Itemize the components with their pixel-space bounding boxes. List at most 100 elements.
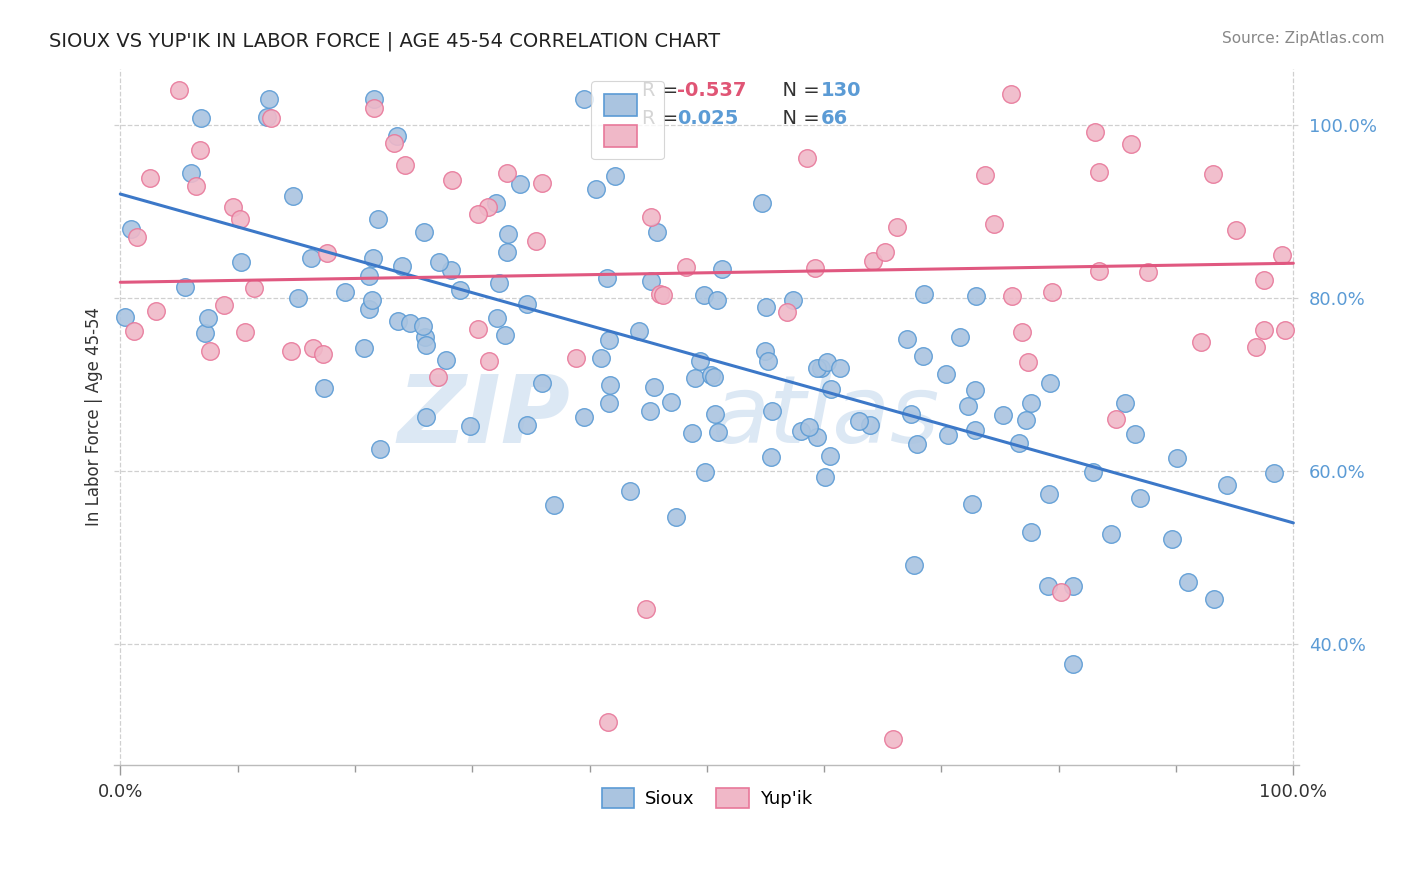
- Point: [233, 325, 256, 339]
- Point: [385, 129, 408, 144]
- Point: [478, 354, 501, 368]
- Point: [1137, 265, 1160, 279]
- Point: [761, 450, 783, 464]
- Point: [194, 326, 217, 340]
- Point: [703, 370, 725, 384]
- Point: [441, 173, 464, 187]
- Point: [415, 338, 437, 352]
- Point: [648, 286, 671, 301]
- Point: [1114, 396, 1136, 410]
- Point: [818, 449, 841, 463]
- Point: [516, 417, 538, 432]
- Point: [387, 314, 409, 328]
- Point: [363, 101, 385, 115]
- Point: [1161, 532, 1184, 546]
- Point: [761, 404, 783, 418]
- Point: [652, 288, 675, 302]
- Point: [936, 428, 959, 442]
- Point: [357, 302, 380, 317]
- Point: [681, 425, 703, 440]
- Point: [993, 408, 1015, 422]
- Point: [1246, 340, 1268, 354]
- Point: [700, 368, 723, 383]
- Point: [314, 381, 336, 395]
- Point: [820, 382, 842, 396]
- Point: [415, 410, 437, 425]
- Point: [122, 324, 145, 338]
- Point: [312, 347, 335, 361]
- Point: [790, 424, 813, 438]
- Point: [524, 234, 547, 248]
- Point: [120, 221, 142, 235]
- Point: [259, 92, 281, 106]
- Point: [229, 212, 252, 227]
- Text: 66: 66: [821, 109, 848, 128]
- Point: [756, 353, 779, 368]
- Point: [531, 176, 554, 190]
- Point: [301, 341, 323, 355]
- Point: [138, 170, 160, 185]
- Point: [467, 207, 489, 221]
- Point: [755, 300, 778, 314]
- Text: 0.025: 0.025: [678, 109, 738, 128]
- Point: [1015, 413, 1038, 427]
- Point: [963, 383, 986, 397]
- Point: [1216, 478, 1239, 492]
- Point: [965, 423, 987, 437]
- Point: [689, 353, 711, 368]
- Point: [596, 714, 619, 729]
- Point: [188, 143, 211, 157]
- Point: [776, 305, 799, 319]
- Point: [1202, 167, 1225, 181]
- Point: [1084, 125, 1107, 139]
- Point: [636, 602, 658, 616]
- Text: N =: N =: [769, 80, 825, 100]
- Text: ZIP: ZIP: [398, 371, 571, 463]
- Point: [496, 245, 519, 260]
- Point: [1039, 376, 1062, 390]
- Point: [1008, 436, 1031, 450]
- Point: [882, 732, 904, 747]
- Point: [806, 361, 828, 376]
- Point: [1263, 466, 1285, 480]
- Point: [599, 377, 621, 392]
- Point: [647, 225, 669, 239]
- Point: [413, 225, 436, 239]
- Point: [1049, 585, 1071, 599]
- Point: [1177, 575, 1199, 590]
- Point: [659, 394, 682, 409]
- Point: [711, 261, 734, 276]
- Point: [186, 179, 208, 194]
- Point: [485, 196, 508, 211]
- Point: [598, 333, 620, 347]
- Point: [367, 211, 389, 226]
- Point: [399, 316, 422, 330]
- Point: [1099, 527, 1122, 541]
- Point: [1119, 136, 1142, 151]
- Point: [1204, 592, 1226, 607]
- Point: [214, 297, 236, 311]
- Legend: Sioux, Yup'ik: Sioux, Yup'ik: [595, 781, 820, 815]
- Point: [1017, 354, 1039, 368]
- Point: [412, 319, 434, 334]
- Point: [896, 332, 918, 346]
- Point: [706, 425, 728, 440]
- Point: [643, 380, 665, 394]
- Point: [315, 245, 337, 260]
- Point: [873, 244, 896, 259]
- Point: [1019, 525, 1042, 540]
- Point: [243, 281, 266, 295]
- Point: [394, 158, 416, 172]
- Point: [169, 83, 191, 97]
- Point: [127, 230, 149, 244]
- Point: [911, 349, 934, 363]
- Point: [1087, 164, 1109, 178]
- Point: [956, 399, 979, 413]
- Point: [1225, 223, 1247, 237]
- Point: [299, 251, 322, 265]
- Point: [498, 227, 520, 241]
- Point: [1166, 450, 1188, 465]
- Point: [368, 442, 391, 456]
- Text: SIOUX VS YUP'IK IN LABOR FORCE | AGE 45-54 CORRELATION CHART: SIOUX VS YUP'IK IN LABOR FORCE | AGE 45-…: [49, 31, 720, 51]
- Point: [198, 343, 221, 358]
